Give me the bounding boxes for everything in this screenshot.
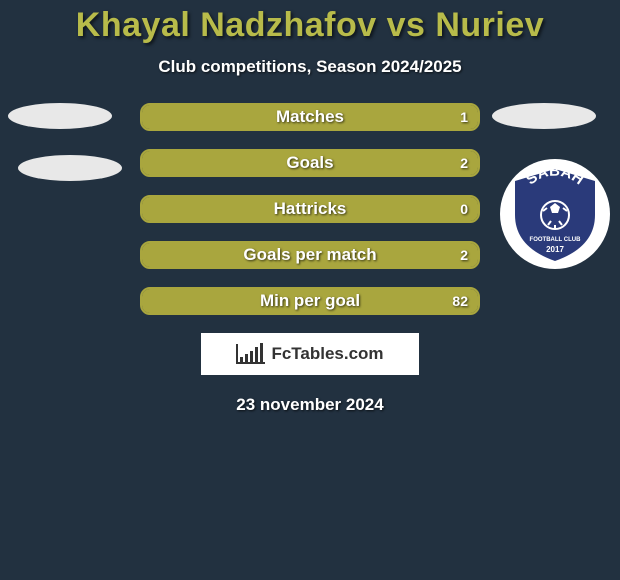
- page-title: Khayal Nadzhafov vs Nuriev: [0, 0, 620, 45]
- stat-value-right: 1: [460, 109, 468, 125]
- stat-row-matches: Matches 1: [140, 103, 480, 131]
- stat-bars: Matches 1 Goals 2 Hattricks 0 Goals per …: [140, 103, 480, 315]
- club-logo-year: 2017: [546, 245, 564, 254]
- player-left-club-placeholder: [18, 155, 122, 181]
- stat-value-right: 2: [460, 155, 468, 171]
- stat-row-goals-per-match: Goals per match 2: [140, 241, 480, 269]
- stat-row-min-per-goal: Min per goal 82: [140, 287, 480, 315]
- stat-label: Goals: [286, 153, 333, 173]
- stat-value-right: 0: [460, 201, 468, 217]
- comparison-panel: SABAH FOOTBALL CLUB 2017 Matches 1 Goals…: [0, 103, 620, 415]
- stat-label: Goals per match: [243, 245, 376, 265]
- chart-icon: [236, 344, 265, 364]
- club-logo-subtext: FOOTBALL CLUB: [530, 237, 582, 243]
- stat-value-right: 2: [460, 247, 468, 263]
- stat-value-right: 82: [452, 293, 468, 309]
- player-right-photo-placeholder: [492, 103, 596, 129]
- subtitle: Club competitions, Season 2024/2025: [0, 57, 620, 77]
- site-brand-text: FcTables.com: [271, 344, 383, 364]
- date-stamp: 23 november 2024: [0, 395, 620, 415]
- club-logo-sabah: SABAH FOOTBALL CLUB 2017: [500, 159, 610, 269]
- stat-label: Hattricks: [274, 199, 347, 219]
- player-left-photo-placeholder: [8, 103, 112, 129]
- stat-label: Min per goal: [260, 291, 360, 311]
- stat-row-goals: Goals 2: [140, 149, 480, 177]
- site-brand-link[interactable]: FcTables.com: [201, 333, 419, 375]
- stat-label: Matches: [276, 107, 344, 127]
- stat-row-hattricks: Hattricks 0: [140, 195, 480, 223]
